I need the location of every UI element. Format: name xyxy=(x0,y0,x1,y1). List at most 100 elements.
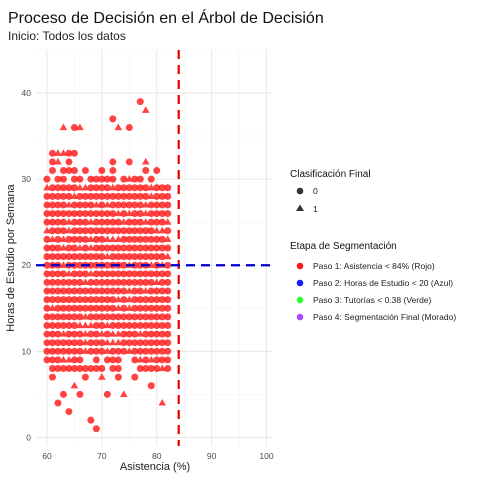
legend-swatch-step4 xyxy=(296,313,304,321)
data-point-circle xyxy=(81,235,89,243)
data-point-circle xyxy=(153,270,161,278)
data-point-circle xyxy=(114,184,122,192)
data-point-circle xyxy=(153,244,161,252)
data-point-circle xyxy=(43,201,51,209)
data-point-circle xyxy=(147,270,155,278)
data-point-circle xyxy=(164,287,172,295)
data-point-circle xyxy=(158,356,166,364)
data-point-circle xyxy=(81,210,89,218)
legend-label-step1: Paso 1: Asistencia < 84% (Rojo) xyxy=(313,261,435,271)
data-point-circle xyxy=(142,365,150,373)
data-point-circle xyxy=(125,192,133,200)
data-point-circle xyxy=(48,184,56,192)
data-point-circle xyxy=(114,287,122,295)
data-point-triangle xyxy=(81,330,90,337)
data-point-circle xyxy=(136,201,144,209)
data-point-circle xyxy=(142,192,150,200)
legend-classification: Clasificación Final 0 1 xyxy=(290,169,371,214)
data-point-circle xyxy=(136,270,144,278)
data-point-circle xyxy=(147,304,155,312)
data-point-circle xyxy=(114,201,122,209)
data-point-circle xyxy=(87,339,95,347)
data-point-circle xyxy=(48,210,56,218)
data-point-circle xyxy=(120,227,128,235)
data-point-circle xyxy=(76,227,84,235)
data-point-circle xyxy=(109,347,117,355)
data-point-circle xyxy=(131,287,139,295)
data-point-circle xyxy=(92,339,100,347)
data-point-circle xyxy=(76,218,84,226)
data-point-circle xyxy=(43,278,51,286)
data-point-circle xyxy=(147,296,155,304)
data-point-circle xyxy=(153,287,161,295)
data-point-circle xyxy=(54,235,62,243)
data-point-circle xyxy=(98,244,106,252)
data-point-circle xyxy=(87,278,95,286)
data-point-circle xyxy=(158,330,166,338)
data-point-circle xyxy=(92,365,100,373)
threshold-lines xyxy=(36,50,272,446)
data-point-triangle xyxy=(87,218,95,225)
data-point-circle xyxy=(48,356,56,364)
data-point-triangle xyxy=(163,235,172,242)
data-point-circle xyxy=(54,244,62,252)
data-point-circle xyxy=(65,158,73,166)
data-point-circle xyxy=(81,201,89,209)
data-point-triangle xyxy=(114,123,123,131)
data-point-circle xyxy=(87,416,95,424)
data-point-circle xyxy=(87,192,95,200)
data-point-circle xyxy=(114,356,122,364)
data-point-circle xyxy=(54,184,62,192)
data-point-circle xyxy=(48,192,56,200)
data-point-circle xyxy=(114,218,122,226)
data-point-circle xyxy=(158,253,166,261)
data-point-triangle xyxy=(103,252,112,260)
data-point-triangle xyxy=(114,304,123,311)
data-point-circle xyxy=(98,313,106,321)
data-point-triangle xyxy=(114,235,123,242)
data-point-triangle xyxy=(109,183,117,191)
data-point-triangle xyxy=(48,235,57,242)
data-point-circle xyxy=(158,244,166,252)
data-point-circle xyxy=(70,330,78,338)
data-point-triangle xyxy=(59,355,68,363)
data-point-circle xyxy=(70,210,78,218)
data-point-triangle xyxy=(70,381,79,389)
data-point-triangle xyxy=(120,390,128,397)
data-point-circle xyxy=(98,321,106,329)
data-point-circle xyxy=(70,227,78,235)
data-point-circle xyxy=(81,365,89,373)
data-point-circle xyxy=(70,184,78,192)
data-point-circle xyxy=(136,296,144,304)
data-point-triangle xyxy=(59,123,68,131)
data-point-circle xyxy=(103,184,111,192)
data-point-circle xyxy=(153,184,161,192)
data-point-circle xyxy=(43,339,51,347)
data-point-circle xyxy=(98,287,106,295)
data-point-circle xyxy=(76,270,84,278)
x-tick-label: 60 xyxy=(42,451,52,461)
data-point-circle xyxy=(142,278,150,286)
data-point-circle xyxy=(131,373,139,381)
data-point-circle xyxy=(103,278,111,286)
data-point-circle xyxy=(48,158,56,166)
data-point-circle xyxy=(70,253,78,261)
data-point-circle xyxy=(131,339,139,347)
data-point-circle xyxy=(87,210,95,218)
data-point-circle xyxy=(103,287,111,295)
data-point-circle xyxy=(65,235,73,243)
y-tick-label: 0 xyxy=(26,432,31,442)
data-point-circle xyxy=(131,321,139,329)
data-point-circle xyxy=(103,330,111,338)
data-point-circle xyxy=(153,330,161,338)
data-point-circle xyxy=(136,313,144,321)
data-point-circle xyxy=(136,210,144,218)
data-point-circle xyxy=(48,373,56,381)
data-point-circle xyxy=(48,296,56,304)
data-point-triangle xyxy=(163,252,172,260)
data-point-circle xyxy=(109,175,117,183)
legend-shape-label-0: 0 xyxy=(313,186,318,196)
data-point-circle xyxy=(43,192,51,200)
data-point-circle xyxy=(120,192,128,200)
data-point-circle xyxy=(131,218,139,226)
